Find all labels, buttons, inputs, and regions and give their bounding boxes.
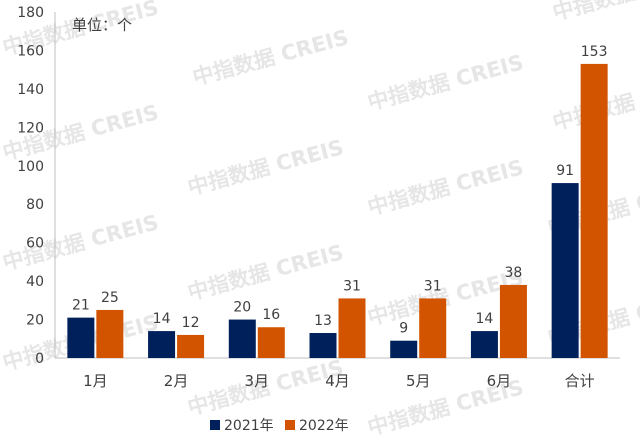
bar-series-2 bbox=[257, 327, 285, 358]
bar-series-1 bbox=[228, 319, 256, 358]
watermark-text: 中指数据 CREIS bbox=[365, 155, 526, 220]
bar-series-1 bbox=[309, 333, 337, 358]
bar-series-2 bbox=[96, 309, 124, 358]
bar-series-1 bbox=[390, 340, 418, 358]
bar-series-2 bbox=[580, 63, 608, 359]
data-label: 31 bbox=[424, 278, 442, 294]
watermark-text: 中指数据 CREIS bbox=[365, 50, 526, 115]
watermark-text: 中指数据 CREIS bbox=[190, 25, 351, 90]
data-label: 9 bbox=[399, 321, 408, 337]
data-label: 20 bbox=[233, 300, 251, 316]
x-category-label: 5月 bbox=[406, 372, 431, 390]
bar-series-2 bbox=[338, 298, 366, 358]
y-tick-label: 100 bbox=[17, 159, 44, 175]
y-tick-label: 40 bbox=[26, 274, 44, 290]
x-category-label: 6月 bbox=[487, 372, 512, 390]
x-category-label: 1月 bbox=[83, 372, 108, 390]
data-label: 38 bbox=[505, 265, 523, 281]
bar-series-1 bbox=[67, 317, 95, 358]
y-tick-label: 140 bbox=[17, 82, 44, 98]
data-label: 14 bbox=[153, 311, 171, 327]
bar-series-group bbox=[67, 63, 608, 359]
y-tick-label: 120 bbox=[17, 120, 44, 136]
x-category-label: 2月 bbox=[164, 372, 189, 390]
y-tick-label: 60 bbox=[26, 236, 44, 252]
x-axis-labels: 1月 2月 3月 4月 5月 6月 合计 bbox=[83, 372, 595, 390]
watermark-text: 中指数据 CREIS bbox=[185, 240, 346, 305]
bar-series-2 bbox=[177, 334, 205, 358]
data-label: 14 bbox=[476, 311, 494, 327]
y-tick-label: 0 bbox=[35, 351, 44, 367]
y-tick-label: 20 bbox=[26, 313, 44, 329]
x-category-label: 3月 bbox=[245, 372, 270, 390]
bar-series-1 bbox=[470, 331, 498, 358]
y-tick-label: 80 bbox=[26, 197, 44, 213]
bar-series-2 bbox=[419, 298, 447, 358]
legend-label: 2021年 bbox=[224, 418, 274, 434]
bar-series-2 bbox=[499, 284, 527, 358]
legend-label: 2022年 bbox=[299, 418, 349, 434]
data-label: 31 bbox=[343, 278, 361, 294]
legend-swatch bbox=[285, 420, 295, 430]
bar-series-1 bbox=[551, 183, 579, 358]
bar-series-1 bbox=[148, 331, 176, 358]
y-tick-label: 160 bbox=[17, 43, 44, 59]
unit-label: 单位：个 bbox=[72, 16, 132, 34]
x-category-label: 合计 bbox=[565, 372, 595, 390]
data-labels-group: 21 25 14 12 20 16 13 31 9 31 14 38 91 153 bbox=[72, 44, 608, 337]
watermark-text: 中指数据 CREIS bbox=[550, 0, 640, 25]
data-label: 91 bbox=[556, 163, 574, 179]
y-axis-ticks: 0 20 40 60 80 100 120 140 160 180 bbox=[17, 5, 44, 367]
x-category-label: 4月 bbox=[325, 372, 350, 390]
data-label: 153 bbox=[581, 44, 608, 60]
data-label: 16 bbox=[262, 307, 280, 323]
y-tick-label: 180 bbox=[17, 5, 44, 21]
data-label: 21 bbox=[72, 298, 90, 314]
watermark-text: 中指数据 CREIS bbox=[185, 135, 346, 200]
data-label: 13 bbox=[314, 313, 332, 329]
legend-swatch bbox=[210, 420, 220, 430]
data-label: 12 bbox=[182, 315, 200, 331]
data-label: 25 bbox=[101, 290, 119, 306]
legend: 2021年 2022年 bbox=[210, 418, 349, 434]
watermark-text: 中指数据 CREIS bbox=[0, 210, 161, 275]
